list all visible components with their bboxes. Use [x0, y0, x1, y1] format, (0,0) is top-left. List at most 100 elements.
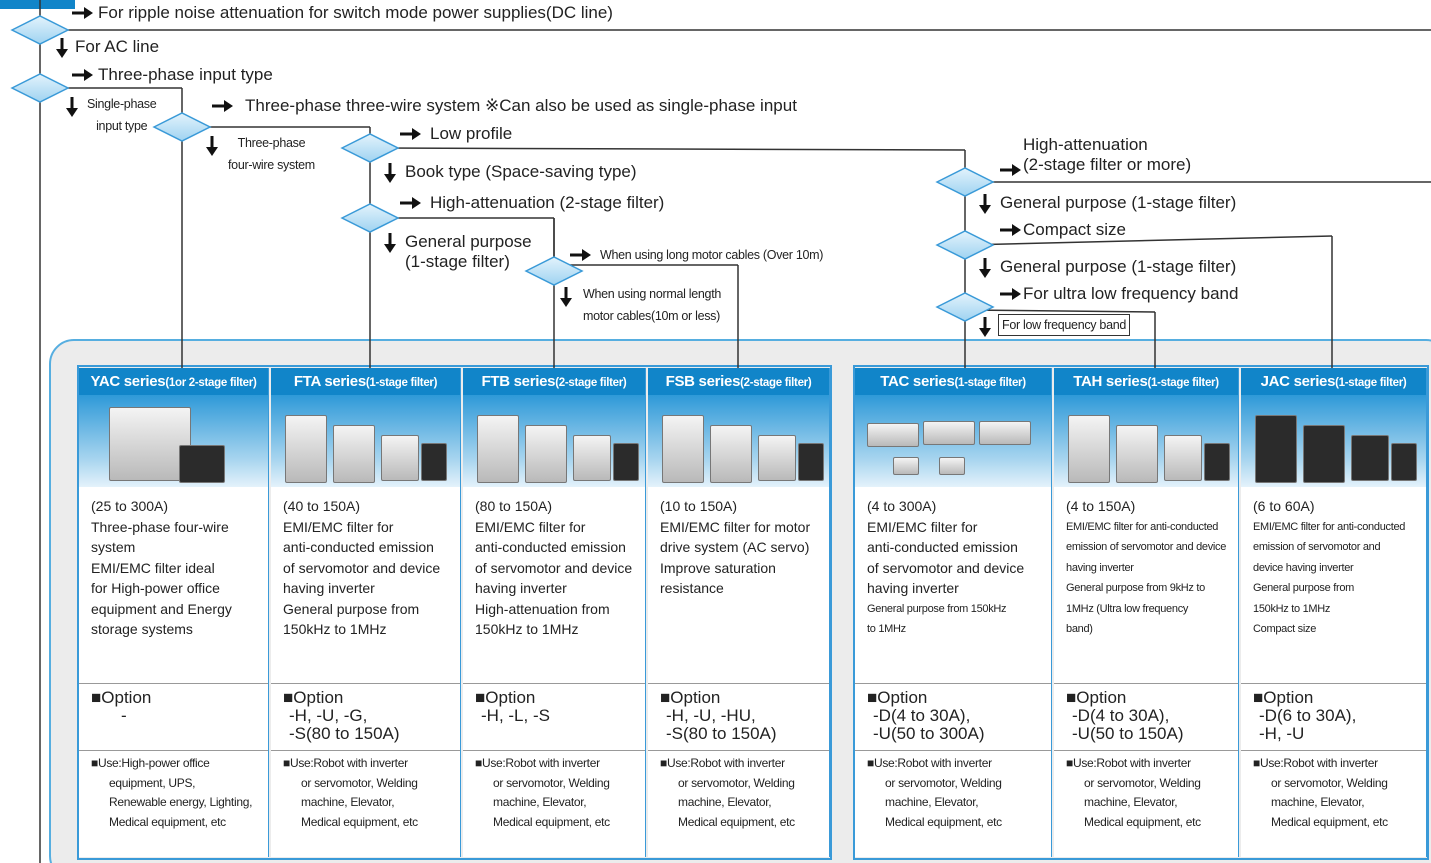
card-title: FTA series(1-stage filter)	[271, 368, 460, 395]
description-line: equipment and Energy	[91, 599, 264, 620]
option-label: ■Option	[867, 689, 1047, 707]
arrow-head	[979, 205, 991, 214]
options: ■Option-	[91, 689, 264, 725]
product-shape	[1204, 443, 1230, 481]
label-line: When using long motor cables (Over 10m)	[600, 244, 823, 266]
description-line: Compact size	[1253, 619, 1422, 640]
branch-label: High-attenuation (2-stage filter)	[430, 193, 664, 213]
description-line: 1MHz (Ultra low frequency	[1066, 599, 1234, 620]
product-shape	[477, 415, 519, 483]
description-line: EMI/EMC filter for anti-conducted	[1066, 517, 1234, 538]
description-line: band)	[1066, 619, 1234, 640]
diamond	[526, 257, 582, 285]
use-line: ■Use:Robot with inverter	[283, 754, 458, 774]
label-line: Three-phase	[228, 132, 315, 154]
series-name: TAC series	[880, 373, 954, 390]
label-line: Single-phase	[87, 93, 156, 115]
arrow-head	[582, 249, 591, 261]
separator	[79, 750, 268, 751]
separator	[79, 683, 268, 684]
product-shape	[1116, 425, 1158, 483]
description-line: anti-conducted emission	[475, 537, 641, 558]
option-label: ■Option	[1066, 689, 1234, 707]
series-note: (1-stage filter)	[1335, 377, 1406, 389]
product-shape	[867, 423, 919, 447]
arrow-head	[56, 49, 68, 58]
product-card: TAC series(1-stage filter)(4 to 300A)EMI…	[855, 368, 1052, 857]
option-label: ■Option	[660, 689, 825, 707]
product-card: FSB series(2-stage filter)(10 to 150A)EM…	[648, 368, 830, 857]
product-card: FTA series(1-stage filter) (40 to 150A)EM…	[271, 368, 461, 857]
card-title: FTB series(2-stage filter)	[463, 368, 645, 395]
use-line: ■Use:High-power office	[91, 754, 266, 774]
branch-label: Three-phase three-wire system ※Can also …	[245, 96, 797, 116]
description-line: 150kHz to 1MHz	[283, 619, 456, 640]
diamond	[154, 113, 210, 141]
use-line: or servomotor, Welding	[283, 774, 458, 794]
options: ■Option-H, -U, -HU,-S(80 to 150A)	[660, 689, 825, 743]
separator	[855, 750, 1051, 751]
label-line: General purpose	[405, 232, 532, 252]
arrow-head	[84, 7, 93, 19]
description-line: EMI/EMC filter ideal	[91, 558, 264, 579]
option-label: ■Option	[91, 689, 264, 707]
description-line: having inverter	[867, 578, 1047, 599]
arrow-head	[384, 244, 396, 253]
option-label: ■Option	[283, 689, 456, 707]
option-line: -D(4 to 30A),	[1066, 707, 1234, 725]
description-line: having inverter	[283, 578, 456, 599]
label-line: For ultra low frequency band	[1023, 284, 1238, 304]
separator	[463, 683, 645, 684]
branch-label: Three-phase input type	[98, 65, 273, 85]
branch-label: For low frequency band	[998, 314, 1130, 336]
description-line: having inverter	[1066, 558, 1234, 579]
options: ■Option-D(6 to 30A),-H, -U	[1253, 689, 1422, 743]
page: For ripple noise attenuation for switch …	[0, 0, 1431, 863]
product-shape	[333, 425, 375, 483]
series-note: (1-stage filter)	[366, 377, 437, 389]
product-card: JAC series(1-stage filter)(6 to 60A)EMI/…	[1241, 368, 1427, 857]
product-shape	[381, 435, 419, 481]
use-line: machine, Elevator,	[1066, 793, 1236, 813]
description-line: anti-conducted emission	[867, 537, 1047, 558]
branch-label: For ultra low frequency band	[1023, 284, 1238, 304]
series-name: FSB series	[666, 373, 741, 390]
use-line: or servomotor, Welding	[475, 774, 643, 794]
product-card: FTB series(2-stage filter)(80 to 150A)EM…	[463, 368, 646, 857]
series-note: (1-stage filter)	[1148, 377, 1219, 389]
description: (40 to 150A)EMI/EMC filter foranti-condu…	[283, 496, 456, 640]
arrow-head	[66, 108, 78, 117]
use-line: Renewable energy, Lighting,	[91, 793, 266, 813]
arrow-head	[206, 147, 218, 156]
product-image	[855, 395, 1051, 487]
label-line: (1-stage filter)	[405, 252, 532, 272]
use-line: machine, Elevator,	[867, 793, 1049, 813]
branch-label: General purpose (1-stage filter)	[1000, 257, 1236, 277]
label-line: input type	[87, 115, 156, 137]
label-line: General purpose (1-stage filter)	[1000, 193, 1236, 213]
description-line: resistance	[660, 578, 825, 599]
option-line: -D(6 to 30A),	[1253, 707, 1422, 725]
description-line: 150kHz to 1MHz	[1253, 599, 1422, 620]
series-note: (2-stage filter)	[740, 377, 811, 389]
use-line: Medical equipment, etc	[283, 813, 458, 833]
use-line: equipment, UPS,	[91, 774, 266, 794]
use-line: Medical equipment, etc	[91, 813, 266, 833]
card-title: JAC series(1-stage filter)	[1241, 368, 1426, 395]
use-line: machine, Elevator,	[283, 793, 458, 813]
arrow-head	[1012, 288, 1021, 300]
tab	[0, 0, 75, 9]
use: ■Use:Robot with inverteror servomotor, W…	[1066, 754, 1236, 832]
description-line: drive system (AC servo)	[660, 537, 825, 558]
product-shape	[573, 435, 611, 481]
product-shape	[939, 457, 965, 475]
option-line: -H, -U	[1253, 725, 1422, 743]
use-line: Medical equipment, etc	[1253, 813, 1424, 833]
product-shape	[1255, 415, 1297, 483]
current-range: (6 to 60A)	[1253, 496, 1422, 517]
use-line: ■Use:Robot with inverter	[1066, 754, 1236, 774]
product-shape	[285, 415, 327, 483]
branch-label: Low profile	[430, 124, 512, 144]
separator	[1241, 683, 1426, 684]
